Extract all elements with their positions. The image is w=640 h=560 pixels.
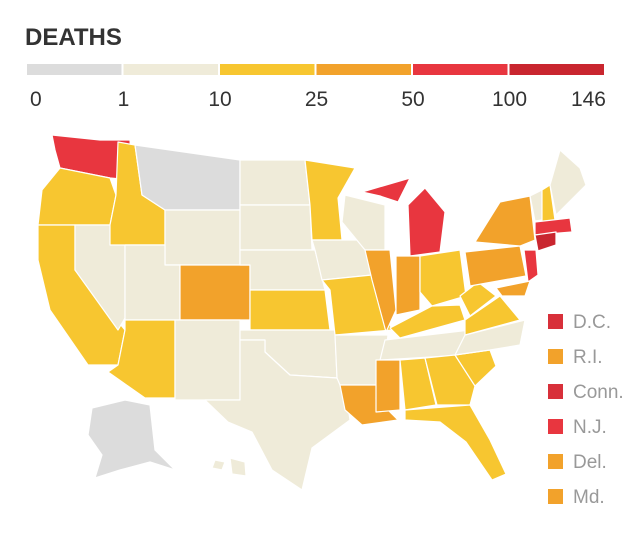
- state: [523, 249, 539, 283]
- small-state-swatch: [548, 489, 563, 504]
- legend-swatch: [27, 64, 122, 75]
- small-state-swatch: [548, 419, 563, 434]
- title: DEATHS: [25, 24, 122, 51]
- small-state-label: D.C.: [573, 312, 611, 333]
- legend-label: 25: [305, 88, 328, 111]
- legend-swatch: [123, 64, 218, 75]
- state: [249, 289, 331, 331]
- state: [474, 195, 536, 247]
- legend-label: 50: [401, 88, 424, 111]
- us-map: [37, 134, 587, 491]
- state: [464, 245, 527, 287]
- legend-swatch: [220, 64, 315, 75]
- state: [204, 339, 351, 491]
- small-state-swatch: [548, 454, 563, 469]
- state: [534, 231, 557, 252]
- state: [454, 319, 526, 356]
- legend-label: 10: [208, 88, 231, 111]
- state: [364, 249, 397, 333]
- state: [407, 187, 446, 257]
- state: [404, 404, 507, 481]
- small-state-swatch: [548, 349, 563, 364]
- state: [361, 177, 411, 203]
- state: [179, 264, 251, 321]
- legend-label: 0: [30, 88, 42, 111]
- state: [174, 319, 241, 401]
- state: [375, 359, 401, 413]
- state: [389, 304, 466, 339]
- state: [211, 459, 226, 471]
- state: [395, 255, 421, 316]
- state: [87, 399, 176, 479]
- small-state-label: N.J.: [573, 417, 607, 438]
- legend-label: 100: [492, 88, 527, 111]
- small-state-label: Conn.: [573, 382, 624, 403]
- state: [164, 209, 241, 266]
- legend-swatch: [509, 64, 604, 75]
- small-state-label: Md.: [573, 487, 605, 508]
- state: [419, 249, 467, 307]
- state: [37, 167, 117, 226]
- state: [399, 357, 437, 411]
- legend-label: 146: [571, 88, 606, 111]
- state: [459, 281, 497, 317]
- legend-swatch: [316, 64, 411, 75]
- small-state-label: R.I.: [573, 347, 603, 368]
- small-state-swatch: [548, 314, 563, 329]
- state: [239, 204, 313, 251]
- small-state-label: Del.: [573, 452, 607, 473]
- state: [534, 217, 573, 236]
- legend-label: 1: [118, 88, 130, 111]
- state: [239, 249, 326, 291]
- state: [549, 149, 587, 216]
- state: [495, 280, 531, 297]
- state: [134, 144, 241, 211]
- small-state-swatch: [548, 384, 563, 399]
- state: [239, 159, 311, 206]
- state: [464, 295, 521, 336]
- legend-swatch: [413, 64, 508, 75]
- state: [229, 457, 247, 477]
